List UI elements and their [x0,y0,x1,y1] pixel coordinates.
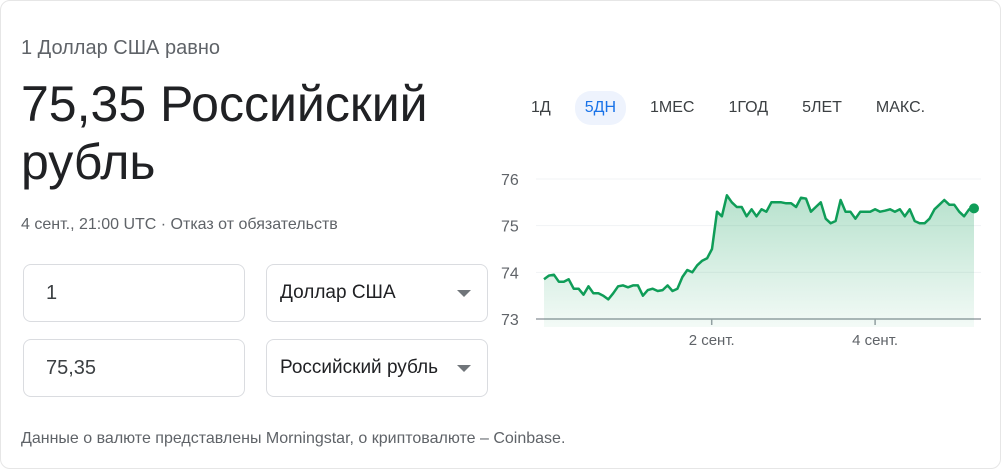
from-currency-select[interactable]: Доллар США [266,264,488,322]
conversion-result: 75,35 Российский рубль [21,76,428,190]
x-tick-label: 4 сент. [852,332,898,349]
current-point [969,203,979,214]
from-amount-input[interactable]: 1 [23,264,245,322]
y-tick-label: 76 [501,172,519,189]
y-tick-label: 73 [501,312,519,329]
tab-1d[interactable]: 1Д [531,99,551,116]
range-tabs: 1Д 5ДН 1МЕС 1ГОД 5ЛЕТ МАКС. [521,91,949,125]
to-currency-select[interactable]: Российский рубль [266,339,488,397]
rate-chart[interactable]: 73 74 75 76 2 сент. 4 сент. [501,161,1001,361]
to-amount-input[interactable]: 75,35 [23,339,245,397]
tab-max[interactable]: МАКС. [875,99,926,116]
tab-1m[interactable]: 1МЕС [650,99,695,116]
series-line [543,194,975,301]
y-tick-label: 74 [501,265,519,282]
x-tick-label: 2 сент. [689,332,735,349]
y-tick-label: 75 [501,219,519,236]
timestamp-disclaimer[interactable]: 4 сент., 21:00 UTC · Отказ от обязательс… [21,216,338,233]
tab-5d[interactable]: 5ДН [574,91,627,125]
tab-5y[interactable]: 5ЛЕТ [802,99,842,116]
dropdown-caret-icon [457,290,471,297]
conversion-prefix: 1 Доллар США равно [21,37,220,59]
area-fill [544,195,974,327]
from-currency-label: Доллар США [280,282,396,303]
tab-1y[interactable]: 1ГОД [728,99,769,116]
dropdown-caret-icon [457,365,471,372]
data-source-note: Данные о валюте представлены Morningstar… [21,430,566,447]
to-currency-label: Российский рубль [280,357,439,378]
